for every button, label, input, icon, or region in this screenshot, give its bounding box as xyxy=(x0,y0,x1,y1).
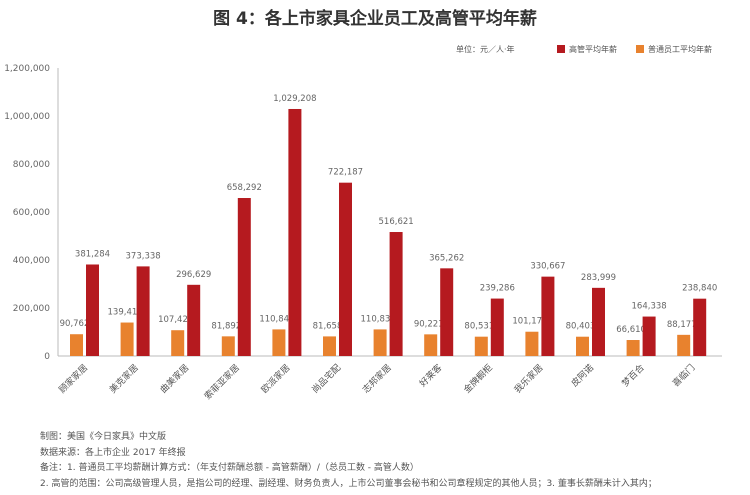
data-label: 110,840 xyxy=(259,314,294,324)
note-remark-1: 备注：1. 普通员工平均薪酬计算方式：（年支付薪酬总额 - 高管薪酬）/（总员工… xyxy=(40,463,419,473)
y-tick-label: 200,000 xyxy=(13,304,50,314)
bar-staff xyxy=(525,331,539,356)
bar-staff xyxy=(424,334,438,356)
legend-swatch-exec xyxy=(557,45,565,53)
x-tick-label: 索菲亚家居 xyxy=(202,362,242,402)
bar-staff xyxy=(171,330,185,356)
data-label: 373,338 xyxy=(126,251,161,261)
data-label: 1,029,208 xyxy=(273,94,316,104)
data-label: 80,531 xyxy=(464,322,494,332)
bar-exec xyxy=(642,316,656,356)
data-label: 88,177 xyxy=(667,320,697,330)
bar-exec xyxy=(288,108,302,356)
note-source: 数据来源：各上市企业 2017 年终报 xyxy=(40,447,186,458)
data-label: 81,892 xyxy=(211,321,241,331)
chart-title: 图 4：各上市家具企业员工及高管平均年薪 xyxy=(213,9,537,29)
bar-staff xyxy=(474,336,488,356)
x-tick-label: 喜临门 xyxy=(670,362,698,390)
x-tick-label: 好莱客 xyxy=(417,362,445,390)
data-label: 330,667 xyxy=(530,262,565,272)
bar-chart: 0 200,000 400,000 600,000 800,000 1,000,000 1,… xyxy=(4,44,722,402)
bar-exec xyxy=(693,298,707,356)
note-remark-2: 2. 高管的范围：公司高级管理人员，是指公司的经理、副经理、财务负责人，上市公司… xyxy=(40,478,657,489)
x-tick-label: 曲美家居 xyxy=(157,362,191,396)
bar-staff xyxy=(120,322,134,356)
bar-staff xyxy=(70,334,83,356)
x-tick-label: 志邦家居 xyxy=(360,362,394,396)
x-tick-label: 尚品宅配 xyxy=(309,362,343,396)
data-label: 81,658 xyxy=(313,321,343,331)
y-tick-label: 800,000 xyxy=(13,160,50,170)
bar-exec xyxy=(339,182,352,356)
y-tick-label: 1,000,000 xyxy=(4,112,50,122)
unit-label: 单位：元／人·年 xyxy=(456,44,515,54)
x-tick-label: 顾家家居 xyxy=(56,362,90,396)
legend-swatch-staff xyxy=(636,45,644,53)
data-label: 658,292 xyxy=(227,183,262,193)
legend-label-exec: 高管平均年薪 xyxy=(569,44,617,54)
x-tick-label: 美克家居 xyxy=(107,362,141,396)
data-label: 101,173 xyxy=(512,317,547,327)
data-label: 107,424 xyxy=(158,315,193,325)
bar-staff xyxy=(272,329,286,356)
y-tick-label: 1,200,000 xyxy=(4,64,50,74)
legend-label-staff: 普通员工平均年薪 xyxy=(648,44,712,54)
data-label: 110,835 xyxy=(361,314,396,324)
data-label: 238,840 xyxy=(682,284,717,294)
bar-exec xyxy=(136,266,150,356)
bar-staff xyxy=(576,336,589,356)
bar-exec xyxy=(490,298,504,356)
data-label: 283,999 xyxy=(581,273,616,283)
data-label: 296,629 xyxy=(176,270,211,280)
chart-notes: 制图：美国《今日家具》中文版 数据来源：各上市企业 2017 年终报 备注：1.… xyxy=(40,430,657,492)
data-label: 722,187 xyxy=(328,168,363,178)
bar-staff xyxy=(323,336,336,356)
data-label: 80,403 xyxy=(566,322,596,332)
bar-exec xyxy=(592,287,605,356)
x-tick-label: 梦百合 xyxy=(619,362,647,390)
bar-staff xyxy=(221,336,235,356)
y-tick-label: 0 xyxy=(44,352,50,362)
y-tick-label: 600,000 xyxy=(13,208,50,218)
x-tick-label: 皮阿诺 xyxy=(569,362,597,390)
bar-staff xyxy=(677,334,691,356)
data-label: 90,762 xyxy=(60,319,90,329)
data-label: 164,338 xyxy=(632,302,667,312)
data-label: 90,221 xyxy=(414,319,444,329)
bar-exec xyxy=(86,264,99,356)
bar-staff xyxy=(626,340,640,356)
bar-exec xyxy=(187,284,201,356)
bar-exec xyxy=(389,232,403,356)
note-maker: 制图：美国《今日家具》中文版 xyxy=(40,432,167,442)
data-label: 365,262 xyxy=(429,253,464,263)
x-tick-label: 欧派家居 xyxy=(259,362,293,396)
data-label: 239,286 xyxy=(480,284,515,294)
bar-staff xyxy=(373,329,387,356)
data-label: 139,410 xyxy=(108,308,143,318)
x-tick-label: 金牌橱柜 xyxy=(461,362,495,396)
bar-exec xyxy=(237,198,251,356)
x-tick-label: 我乐家居 xyxy=(512,362,546,396)
data-label: 66,610 xyxy=(616,325,646,335)
y-tick-label: 400,000 xyxy=(13,256,50,266)
bar-exec xyxy=(541,276,555,356)
bar-exec xyxy=(440,268,454,356)
data-label: 381,284 xyxy=(75,249,110,259)
data-label: 516,621 xyxy=(379,217,414,227)
